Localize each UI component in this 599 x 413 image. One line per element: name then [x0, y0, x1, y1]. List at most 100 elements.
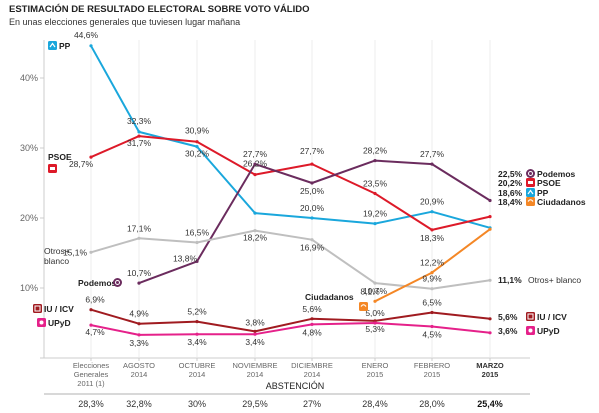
data-point-pp	[373, 222, 377, 226]
x-tick-label: AGOSTO 2014	[123, 361, 155, 379]
data-point-pp	[89, 44, 93, 48]
data-point-otros-blanco	[89, 250, 93, 254]
data-point-pp	[253, 211, 257, 215]
data-label-ciudadanos: 8,1%	[360, 286, 380, 296]
data-point-ciudadanos	[373, 299, 377, 303]
data-point-pp	[310, 216, 314, 220]
x-tick-label: FEBRERO 2015	[414, 361, 450, 379]
series-line-iu-icv	[90, 308, 491, 333]
abstencion-value: 28,0%	[419, 399, 445, 409]
data-label-pp: 30,2%	[185, 149, 210, 159]
data-point-podemos	[310, 181, 314, 185]
data-label-podemos: 10,7%	[127, 268, 152, 278]
end-value-label-ciudadanos: 18,4%	[498, 197, 523, 207]
start-label-podemos: Podemos	[78, 278, 117, 288]
data-point-iu-icv	[488, 317, 492, 321]
data-label-iu-icv: 5,2%	[187, 307, 207, 317]
data-label-podemos: 27,7%	[243, 149, 268, 159]
psoe-logo-icon	[48, 164, 57, 173]
data-label-otros-blanco: 18,2%	[243, 233, 268, 243]
data-point-iu-icv	[310, 317, 314, 321]
axes: 10% 20% 30% 40% Elecciones Generales 2011 (1) A…	[20, 40, 530, 388]
series-line-pp	[90, 44, 491, 229]
start-label-otros: Otros+ blanco	[44, 246, 70, 266]
data-label-upyd: 3,3%	[129, 338, 149, 348]
end-value-label-otros-blanco: 11,1%	[498, 275, 522, 285]
data-point-psoe	[488, 215, 492, 219]
upyd-logo-icon	[526, 326, 535, 335]
data-label-psoe: 31,7%	[127, 138, 152, 148]
data-point-psoe	[373, 191, 377, 196]
start-label-pp: PP	[59, 41, 71, 51]
pp-logo-icon	[526, 188, 535, 197]
end-series-label-ciudadanos: Ciudadanos	[537, 197, 586, 207]
upyd-logo-icon	[37, 318, 46, 327]
x-tick-label: ENERO 2015	[362, 361, 389, 379]
data-label-upyd: 4,7%	[85, 327, 105, 337]
chart-subtitle: En unas elecciones generales que tuviese…	[9, 17, 240, 27]
data-label-iu-icv: 6,9%	[85, 295, 105, 305]
data-label-upyd: 5,0%	[365, 308, 385, 318]
data-point-otros-blanco	[137, 236, 141, 240]
data-point-ciudadanos	[488, 227, 492, 231]
data-label-upyd: 4,5%	[422, 330, 442, 340]
data-label-podemos: 28,2%	[363, 146, 388, 156]
data-label-psoe: 23,5%	[363, 179, 388, 189]
data-point-iu-icv	[253, 329, 257, 333]
end-series-label-podemos: Podemos	[537, 169, 576, 179]
end-value-label-psoe: 20,2%	[498, 178, 523, 188]
data-label-podemos: 13,8%	[173, 253, 198, 263]
data-point-upyd	[310, 322, 314, 326]
data-point-podemos	[373, 159, 377, 163]
data-point-pp	[195, 145, 199, 149]
data-label-iu-icv: 3,8%	[245, 317, 265, 327]
data-point-psoe	[253, 173, 257, 177]
data-point-podemos	[195, 259, 199, 263]
abstencion-table: ABSTENCIÓN 28,3% 32,8% 30% 29,5% 27% 28,4% 28,…	[44, 381, 530, 409]
abstencion-title: ABSTENCIÓN	[266, 381, 325, 391]
y-tick-label: 10%	[20, 283, 38, 293]
data-point-upyd	[488, 331, 492, 335]
abstencion-value: 27%	[303, 399, 321, 409]
end-series-label-iu-icv: IU / ICV	[537, 312, 567, 322]
y-tick-label: 30%	[20, 143, 38, 153]
data-label-otros-blanco: 16,9%	[300, 243, 325, 253]
data-point-pp	[137, 130, 141, 134]
data-label-podemos: 25,0%	[300, 186, 325, 196]
start-label-psoe: PSOE	[48, 152, 72, 162]
podemos-logo-icon	[526, 169, 535, 178]
data-label-podemos: 27,7%	[420, 149, 445, 159]
end-series-label-otros-blanco: Otros+ blanco	[528, 275, 581, 285]
data-label-otros-blanco: 10,7%	[363, 286, 388, 296]
abstencion-value: 32,8%	[126, 399, 152, 409]
data-label-psoe: 27,7%	[300, 146, 325, 156]
chart-title: ESTIMACIÓN DE RESULTADO ELECTORAL SOBRE …	[9, 3, 310, 15]
data-point-podemos	[430, 162, 434, 166]
data-label-pp: 20,0%	[300, 203, 325, 213]
data-point-upyd	[137, 333, 141, 337]
iu-icv-logo-icon	[526, 312, 535, 321]
abstencion-value: 30%	[188, 399, 206, 409]
data-label-otros-blanco: 9,9%	[422, 274, 442, 284]
abstencion-value: 25,4%	[477, 399, 503, 409]
data-label-iu-icv: 5,6%	[302, 304, 322, 314]
series-line-otros-blanco	[90, 229, 491, 290]
data-point-podemos	[488, 198, 492, 203]
data-label-pp: 20,9%	[420, 197, 445, 207]
data-label-iu-icv: 4,9%	[129, 309, 149, 319]
data-point-upyd	[195, 332, 199, 336]
data-label-psoe: 28,7%	[69, 159, 94, 169]
data-point-iu-icv	[430, 310, 434, 315]
end-value-label-podemos: 22,5%	[498, 169, 523, 179]
podemos-logo-icon	[113, 278, 122, 287]
data-point-upyd	[253, 332, 257, 336]
data-point-otros-blanco	[430, 287, 434, 291]
data-label-psoe: 26,2%	[243, 159, 268, 169]
data-point-podemos	[253, 162, 257, 166]
data-label-upyd: 3,4%	[187, 337, 207, 347]
start-label-upyd: UPyD	[48, 318, 71, 328]
data-point-iu-icv	[137, 322, 141, 326]
data-labels: 44,6% 32,3% 30,2% 20,0% 19,2% 20,9% 28,7% 31,7%…	[63, 30, 445, 348]
data-label-iu-icv: 6,5%	[422, 298, 442, 308]
